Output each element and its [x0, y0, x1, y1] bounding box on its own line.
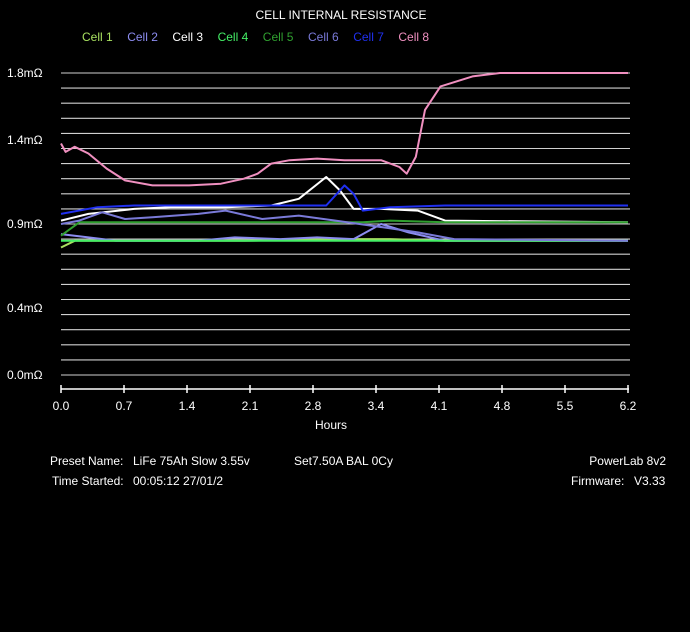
time-started-label: Time Started:	[52, 474, 124, 488]
device-name: PowerLab 8v2	[589, 454, 666, 468]
firmware-label: Firmware:	[571, 474, 625, 488]
legend-item: Cell 4	[218, 30, 249, 44]
series-line	[60, 209, 629, 242]
x-tick-label: 0.0	[53, 399, 70, 413]
series-line	[60, 176, 629, 224]
chart-title: CELL INTERNAL RESISTANCE	[256, 8, 427, 22]
charge-settings: Set7.50A BAL 0Cy	[294, 454, 393, 468]
x-tick-label: 0.7	[116, 399, 133, 413]
legend-item: Cell 3	[172, 30, 203, 44]
x-tick-label: 4.8	[494, 399, 511, 413]
legend: Cell 1 Cell 2 Cell 3 Cell 4 Cell 5 Cell 6 Cell…	[82, 30, 429, 44]
preset-name-label: Preset Name:	[50, 454, 124, 468]
y-tick-label: 0.4mΩ	[7, 301, 43, 315]
firmware-value: V3.33	[634, 474, 666, 488]
grid	[61, 72, 630, 376]
x-axis: 0.0 0.7 1.4 2.1 2.8 3.4 4.1 4.8 5.5 6.2	[53, 385, 637, 413]
x-tick-label: 3.4	[368, 399, 385, 413]
x-tick-label: 6.2	[620, 399, 637, 413]
preset-name-value: LiFe 75Ah Slow 3.55v	[133, 454, 250, 468]
x-tick-label: 5.5	[557, 399, 574, 413]
legend-item: Cell 5	[263, 30, 294, 44]
x-tick-label: 4.1	[431, 399, 448, 413]
series-line	[60, 72, 628, 187]
time-started-value: 00:05:12 27/01/2	[133, 474, 224, 488]
x-axis-label: Hours	[315, 418, 347, 432]
x-tick-label: 1.4	[179, 399, 196, 413]
y-tick-label: 1.8mΩ	[7, 66, 43, 80]
y-axis-labels: 1.8mΩ 1.4mΩ 0.9mΩ 0.4mΩ 0.0mΩ	[7, 66, 43, 382]
legend-item: Cell 1	[82, 30, 113, 44]
legend-item: Cell 6	[308, 30, 339, 44]
legend-item: Cell 2	[127, 30, 158, 44]
y-tick-label: 1.4mΩ	[7, 133, 43, 147]
series-lines	[60, 72, 629, 249]
legend-item: Cell 7	[353, 30, 384, 44]
series-line	[60, 184, 628, 215]
series-line	[60, 223, 628, 242]
y-tick-label: 0.0mΩ	[7, 368, 43, 382]
x-tick-label: 2.1	[242, 399, 259, 413]
x-tick-label: 2.8	[305, 399, 322, 413]
legend-item: Cell 8	[398, 30, 429, 44]
series-line	[60, 219, 628, 237]
y-tick-label: 0.9mΩ	[7, 217, 43, 231]
